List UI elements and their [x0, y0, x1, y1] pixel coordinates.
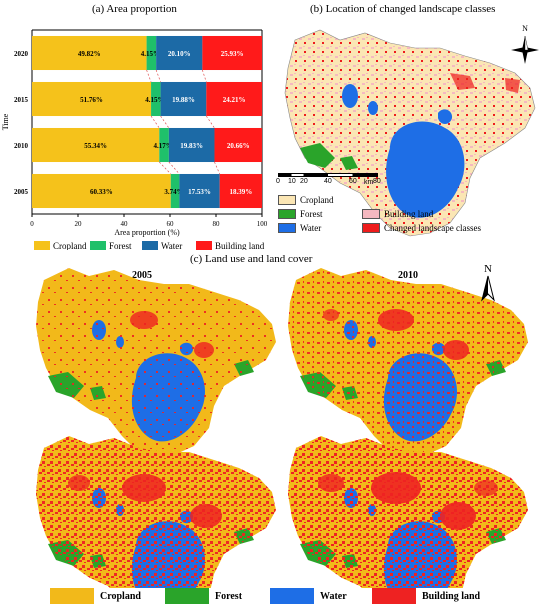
- lake-small: [368, 101, 378, 115]
- connector-line: [146, 69, 152, 83]
- legend-item-cropland: Cropland: [278, 195, 334, 205]
- map-year-2010: 2010: [398, 270, 418, 281]
- connector-line: [214, 161, 221, 175]
- data-label-water-2015: 19.88%: [172, 96, 195, 104]
- bar-water-2010: [168, 127, 215, 163]
- legend-item-water: Water: [278, 223, 321, 233]
- data-label-building-land-2020: 25.93%: [221, 50, 244, 58]
- north-label-c: N: [484, 263, 492, 275]
- bar-water-2005: [179, 173, 220, 209]
- connector-line: [202, 69, 207, 83]
- category-label-2005: 2005: [14, 188, 29, 196]
- scale-label-60: 60: [349, 178, 357, 185]
- legend-swatch-water: [142, 241, 158, 250]
- data-label-cropland-2010: 55.34%: [84, 142, 107, 150]
- scale-label-10: 10: [288, 178, 296, 185]
- panel-a-title: (a) Area proportion: [92, 3, 177, 15]
- bar-cropland-2020: [32, 35, 147, 71]
- data-label-forest-2010: 4.17%: [153, 142, 172, 150]
- map-2010: [288, 268, 528, 458]
- bar-building-land-2020: [202, 35, 262, 71]
- legend-swatch-building-land: [196, 241, 212, 250]
- bar-water-2020: [156, 35, 203, 71]
- legend-label-cropland: Cropland: [53, 241, 87, 250]
- scale-bar: 0 10 20 40 60 80 km: [276, 173, 388, 195]
- x-tick-label: 0: [30, 220, 34, 228]
- panel-c-title: (c) Land use and land cover: [190, 253, 313, 265]
- x-tick-label: 100: [257, 220, 268, 228]
- data-label-building-land-2015: 24.21%: [223, 96, 246, 104]
- data-label-cropland-2005: 60.33%: [90, 188, 113, 196]
- x-tick-label: 80: [213, 220, 221, 228]
- connector-line: [159, 161, 172, 175]
- legend-swatch-forest: [90, 241, 106, 250]
- legend-item-building: Building land: [362, 209, 433, 219]
- bar-building-land-2005: [219, 173, 262, 209]
- bar-building-land-2015: [206, 81, 262, 117]
- scale-label-80: 80: [373, 178, 381, 185]
- panel-b-title: (b) Location of changed landscape classe…: [310, 3, 496, 15]
- connector-line: [150, 115, 160, 129]
- bar-cropland-2010: [32, 127, 160, 163]
- bar-water-2015: [160, 81, 207, 117]
- land-use-maps: N: [36, 263, 528, 588]
- category-label-2010: 2010: [14, 142, 29, 150]
- x-tick-label: 60: [167, 220, 175, 228]
- north-label: N: [522, 24, 528, 33]
- bar-forest-2010: [159, 127, 169, 163]
- bar-forest-2015: [151, 81, 161, 117]
- scale-label-0: 0: [276, 178, 280, 185]
- bar-cropland-2005: [32, 173, 171, 209]
- map-2005: [36, 268, 276, 458]
- north-arrow: [511, 35, 539, 64]
- bar-forest-2020: [146, 35, 157, 71]
- legend-label-water: Water: [161, 241, 182, 250]
- legend-label-forest: Forest: [109, 241, 132, 250]
- connector-line: [160, 115, 170, 129]
- bottom-legend-forest: Forest: [165, 588, 242, 604]
- bottom-legend-building: Building land: [372, 588, 480, 604]
- x-axis-label: Area proportion (%): [114, 228, 180, 237]
- category-label-2020: 2020: [14, 50, 29, 58]
- legend-item-forest: Forest: [278, 209, 323, 219]
- data-label-forest-2020: 4.15%: [141, 50, 160, 58]
- scale-label-20: 20: [300, 178, 308, 185]
- data-label-building-land-2005: 18.39%: [229, 188, 252, 196]
- bottom-legend-cropland: Cropland: [50, 588, 141, 604]
- connector-line: [155, 69, 161, 83]
- connector-line: [168, 161, 180, 175]
- data-label-building-land-2010: 20.66%: [227, 142, 250, 150]
- bottom-legend-water: Water: [270, 588, 347, 604]
- scale-label-40: 40: [324, 178, 332, 185]
- map-2015: [36, 436, 276, 588]
- data-label-forest-2015: 4.15%: [145, 96, 164, 104]
- connector-line: [206, 115, 215, 129]
- bar-forest-2005: [170, 173, 180, 209]
- changed-landscape-map: N: [284, 24, 539, 237]
- data-label-cropland-2015: 51.76%: [80, 96, 103, 104]
- data-label-water-2005: 17.53%: [188, 188, 211, 196]
- bar-building-land-2010: [214, 127, 262, 163]
- y-axis-label: Time: [1, 113, 10, 130]
- legend-swatch-cropland: [34, 241, 50, 250]
- data-label-forest-2005: 3.74%: [164, 188, 183, 196]
- north-arrow-c: [481, 275, 495, 302]
- x-tick-label: 20: [75, 220, 83, 228]
- lake-west: [342, 84, 358, 108]
- x-tick-label: 40: [121, 220, 129, 228]
- map-2020: [288, 436, 528, 588]
- area-proportion-chart: 0 20 40 60 80 100 Area proportion (%) Time 2020 4…: [1, 29, 268, 250]
- bar-cropland-2015: [32, 81, 152, 117]
- legend-item-changed: Changed landscape classes: [362, 223, 481, 233]
- legend-label-building-land: Building land: [215, 241, 265, 250]
- map-year-2005: 2005: [132, 270, 152, 281]
- category-label-2015: 2015: [14, 96, 29, 104]
- data-label-water-2020: 20.10%: [168, 50, 191, 58]
- data-label-water-2010: 19.83%: [180, 142, 203, 150]
- scale-unit: km: [364, 179, 374, 186]
- lake-main: [386, 121, 465, 218]
- data-label-cropland-2020: 49.82%: [78, 50, 101, 58]
